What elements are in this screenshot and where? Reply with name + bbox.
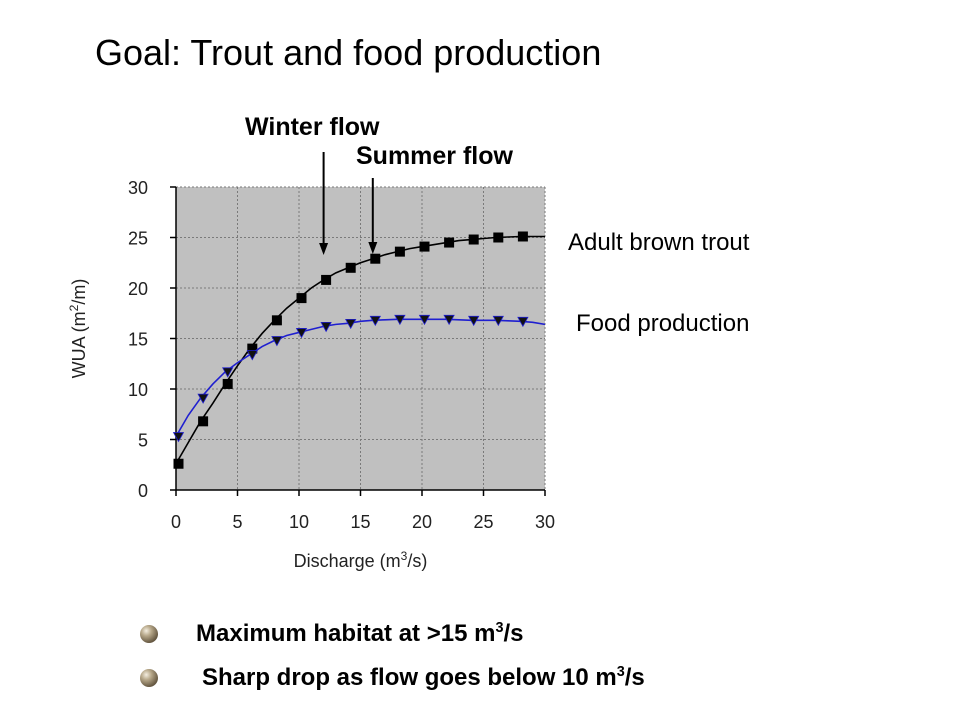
y-tick-label: 0: [138, 481, 148, 501]
food-series: [172, 314, 546, 443]
trout-point: [419, 241, 430, 252]
x-tick-label: 25: [473, 512, 493, 532]
grid: [176, 186, 546, 490]
food-point: [197, 393, 209, 404]
y-tick-label: 30: [128, 178, 148, 198]
trout-point: [296, 293, 307, 304]
food-point: [468, 315, 480, 327]
x-tick-label: 0: [171, 512, 181, 532]
food-point: [320, 321, 332, 333]
food-series-label: Food production: [576, 310, 750, 337]
y-tick-label: 10: [128, 380, 148, 400]
trout-point: [321, 274, 332, 285]
axes: 0 5 10 15 20 25 30 0 5 10 15 20 25 30: [128, 178, 555, 532]
summer-flow-arrow: [368, 178, 378, 254]
trout-point: [247, 343, 258, 354]
trout-point: [468, 234, 479, 245]
slide-title: Goal: Trout and food production: [95, 32, 602, 73]
food-point: [418, 314, 431, 326]
trout-point: [370, 253, 381, 264]
summer-flow-label: Summer flow: [356, 142, 513, 170]
bullet-text: Sharp drop as flow goes below 10 m3/s: [202, 664, 645, 691]
food-point: [271, 336, 283, 347]
bullet-item: Sharp drop as flow goes below 10 m3/s: [140, 656, 645, 700]
x-tick-label: 5: [232, 512, 242, 532]
food-point: [443, 314, 455, 326]
food-point: [246, 350, 258, 361]
trout-point: [394, 246, 405, 257]
bullet-icon: [140, 669, 158, 687]
food-point: [369, 315, 381, 327]
y-tick-label: 20: [128, 279, 148, 299]
x-tick-label: 10: [289, 512, 309, 532]
winter-flow-label: Winter flow: [245, 113, 380, 141]
trout-point: [345, 262, 356, 273]
winter-flow-arrow: [319, 152, 329, 255]
bullet-icon: [140, 625, 158, 643]
x-tick-label: 30: [535, 512, 555, 532]
series: [172, 231, 546, 469]
y-tick-label: 15: [128, 330, 148, 350]
food-point: [222, 367, 234, 378]
y-tick-label: 5: [138, 431, 148, 451]
bullet-text: Maximum habitat at >15 m3/s: [196, 620, 524, 647]
trout-point: [493, 232, 504, 243]
food-point: [172, 432, 185, 443]
trout-series-label: Adult brown trout: [568, 229, 750, 256]
food-point: [492, 315, 504, 327]
y-axis-title: WUA (m2/m): [67, 279, 89, 379]
trout-series: [173, 231, 545, 469]
food-point: [345, 318, 357, 330]
x-axis-title: Discharge (m3/s): [294, 549, 428, 571]
x-tick-label: 20: [412, 512, 432, 532]
x-tick-label: 15: [350, 512, 370, 532]
trout-point: [222, 378, 233, 389]
trout-point: [517, 231, 528, 242]
food-point: [295, 328, 308, 339]
trout-point: [444, 237, 455, 248]
trout-point: [198, 416, 209, 427]
bullet-item: Maximum habitat at >15 m3/s: [140, 612, 645, 656]
bullet-list: Maximum habitat at >15 m3/s Sharp drop a…: [140, 612, 645, 700]
trout-line: [175, 235, 545, 465]
arrow-head: [368, 242, 378, 254]
trout-point: [271, 315, 282, 326]
food-point: [394, 314, 406, 326]
arrow-head: [319, 243, 329, 255]
flow-arrows: [319, 152, 378, 255]
trout-point: [173, 458, 184, 469]
y-tick-label: 25: [128, 229, 148, 249]
food-line: [175, 318, 546, 437]
food-point: [517, 316, 529, 328]
